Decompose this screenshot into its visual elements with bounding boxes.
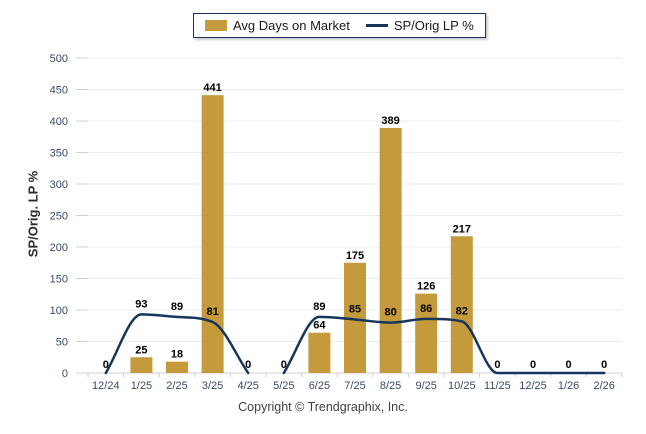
x-tick-label: 10/25 <box>448 380 476 392</box>
bar <box>450 236 473 373</box>
y-tick-label: 150 <box>50 274 68 286</box>
line-value-label: 81 <box>206 306 218 318</box>
x-tick-label: 4/25 <box>237 380 258 392</box>
line-value-label: 93 <box>135 298 147 310</box>
y-tick-label: 300 <box>50 179 68 191</box>
y-tick-label: 50 <box>56 337 68 349</box>
bar-value-label: 25 <box>135 344 147 356</box>
y-tick-label: 500 <box>50 53 68 65</box>
x-tick-label: 12/25 <box>519 380 547 392</box>
x-tick-label: 1/25 <box>131 380 152 392</box>
bar <box>130 357 153 373</box>
y-tick-label: 200 <box>50 242 68 254</box>
x-tick-label: 2/25 <box>166 380 187 392</box>
trend-line <box>104 313 250 375</box>
bar-value-label: 175 <box>346 250 364 262</box>
line-value-label: 80 <box>384 307 396 319</box>
line-value-label: 86 <box>420 303 432 315</box>
zero-value-label: 0 <box>566 359 572 371</box>
bar <box>201 95 224 374</box>
line-value-label: 89 <box>313 301 325 313</box>
x-tick-label: 11/25 <box>484 380 511 392</box>
bar-value-label: 18 <box>171 349 183 361</box>
bar-value-label: 64 <box>313 320 326 332</box>
x-tick-label: 7/25 <box>344 380 365 392</box>
x-tick-label: 5/25 <box>273 380 294 392</box>
zero-value-label: 0 <box>530 359 536 371</box>
bar <box>379 127 402 374</box>
legend-item-sp-orig-lp: SP/Orig LP % <box>365 18 474 33</box>
x-tick-label: 8/25 <box>380 380 401 392</box>
line-value-label: 89 <box>171 301 183 313</box>
y-tick-label: 450 <box>50 85 68 97</box>
line-value-label: 82 <box>456 305 468 317</box>
bar <box>415 293 438 373</box>
line-swatch-icon <box>365 24 388 27</box>
legend-item-avg-days: Avg Days on Market <box>205 18 350 33</box>
chart-legend: Avg Days on Market SP/Orig LP % <box>193 13 486 38</box>
x-tick-label: 6/25 <box>309 380 330 392</box>
y-tick-label: 250 <box>50 211 68 223</box>
y-tick-label: 400 <box>50 116 68 128</box>
bar <box>344 262 366 373</box>
y-tick-label: 100 <box>50 305 68 317</box>
trend-line <box>282 315 606 375</box>
line-value-label: 85 <box>349 303 361 315</box>
copyright-text: Copyright © Trendgraphix, Inc. <box>238 400 408 414</box>
x-tick-label: 3/25 <box>202 380 223 392</box>
zero-value-label: 0 <box>601 359 607 371</box>
zero-value-label: 0 <box>245 359 251 371</box>
y-tick-label: 0 <box>62 368 68 380</box>
legend-label-avg-days: Avg Days on Market <box>233 18 350 33</box>
x-tick-label: 1/26 <box>558 380 579 392</box>
x-tick-label: 12/24 <box>92 380 120 392</box>
zero-value-label: 0 <box>103 359 109 371</box>
zero-value-label: 0 <box>281 359 287 371</box>
bar <box>166 361 188 373</box>
zero-value-label: 0 <box>494 359 500 371</box>
x-tick-label: 2/26 <box>593 380 614 392</box>
bar-value-label: 441 <box>203 82 221 94</box>
y-tick-label: 350 <box>50 148 68 160</box>
bar-value-label: 389 <box>381 115 399 127</box>
bar-value-label: 217 <box>453 223 471 235</box>
bar-value-label: 126 <box>417 281 435 293</box>
bar <box>308 332 331 373</box>
legend-label-sp-orig-lp: SP/Orig LP % <box>393 18 474 33</box>
x-tick-label: 9/25 <box>415 380 436 392</box>
bar-swatch-icon <box>205 20 227 31</box>
